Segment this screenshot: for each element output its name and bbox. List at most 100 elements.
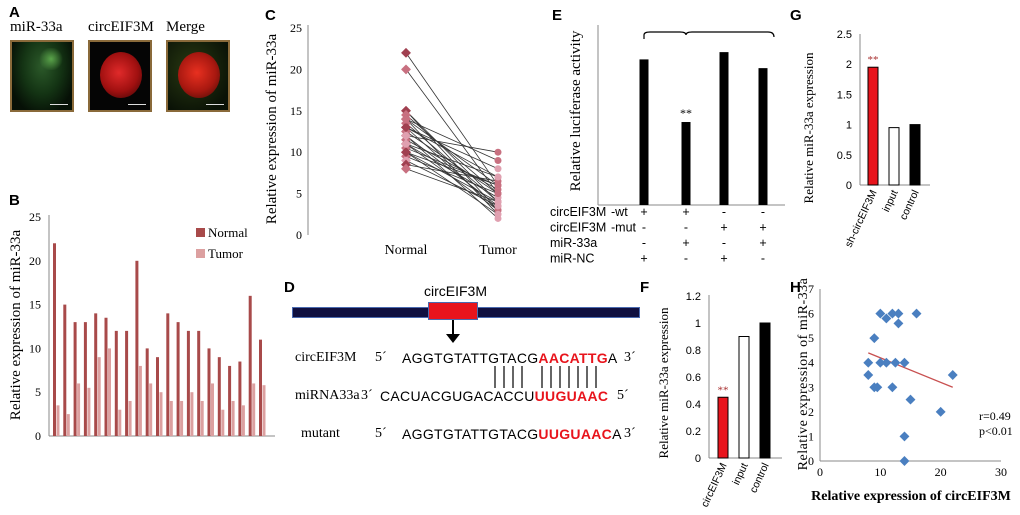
legend-normal-swatch	[196, 228, 205, 237]
chart-h: Relative expression of miR-33a Relative …	[796, 278, 1013, 504]
chart-b-bar-tumor	[241, 405, 245, 436]
chart-h-ytick: 3	[808, 380, 814, 394]
chart-e-condition-suffix: -wt	[611, 205, 628, 219]
legend-tumor-swatch	[196, 249, 205, 258]
chart-h-ytick: 2	[808, 405, 814, 419]
seq-black: AGGTGTATTGTACG	[402, 426, 539, 442]
chart-b-bar-normal	[104, 317, 108, 436]
chart-c-pair-line	[405, 118, 499, 161]
chart-b-bar-normal	[248, 295, 252, 436]
chart-b-bar-tumor	[180, 400, 184, 436]
chart-c-pair-line	[405, 131, 499, 194]
seq-name: circEIF3M	[295, 350, 357, 365]
chart-b-ytick: 20	[29, 254, 41, 268]
chart-c-pair-line	[405, 139, 499, 190]
chart-f-category: input	[730, 461, 751, 487]
chart-c-pair-line	[405, 151, 499, 186]
chart-e-bar	[639, 59, 649, 206]
chart-c-pair-line	[405, 143, 499, 199]
chart-e-bar	[758, 68, 768, 205]
seq-text: AGGTGTATTGTACGUUGUAACA	[402, 426, 622, 442]
chart-c-point-tumor	[494, 198, 502, 206]
panel-label-a: A	[9, 4, 20, 21]
chart-g-bar	[888, 127, 900, 186]
base-pair-lines	[494, 366, 597, 388]
chart-f-ytick: 0.8	[686, 345, 701, 357]
seq-black: CACUACGUGACACCU	[380, 388, 535, 404]
arrow-shaft	[452, 320, 454, 337]
chart-b-bar-tumor	[190, 392, 194, 436]
chart-b-bar-tumor	[87, 387, 91, 436]
gene-label: circEIF3M	[424, 283, 487, 299]
chart-e-significance: **	[680, 106, 692, 120]
chart-e-condition-mark: -	[761, 205, 765, 219]
micrograph-mir33a	[10, 40, 74, 112]
arrow-down-icon	[446, 334, 460, 343]
chart-c-point-tumor	[494, 181, 502, 189]
seq-red: UUGUAAC	[534, 388, 609, 404]
chart-b: Relative expression of miR-33a 0 5 10 15 20 2…	[8, 210, 275, 443]
chart-b-bar-normal	[176, 322, 180, 436]
chart-c-pair-line	[405, 168, 499, 203]
chart-c-ytick: 20	[290, 62, 302, 76]
seq-prime: 3´	[361, 388, 373, 403]
chart-g-bar	[867, 66, 879, 186]
chart-f-ytick: 0.2	[686, 426, 701, 438]
chart-b-bar-normal	[83, 322, 87, 436]
seq-black: AGGTGTATTGTACG	[402, 350, 539, 366]
chart-b-bar-tumor	[66, 414, 70, 436]
chart-c-category-tumor: Tumor	[479, 243, 517, 258]
chart-f-significance: **	[718, 384, 729, 396]
chart-b-bar-normal	[238, 361, 242, 436]
chart-c-pair-line	[405, 143, 499, 178]
chart-g-ytick: 2.5	[837, 29, 852, 41]
chart-b-bar-normal	[114, 330, 118, 436]
chart-c-point-normal	[401, 163, 411, 174]
chart-b-bar-normal	[228, 365, 232, 436]
chart-b-bar-tumor	[77, 383, 81, 436]
seq-text: CACUACGUGACACCUUUGUAAC	[380, 388, 608, 404]
chart-b-bar-normal	[73, 322, 77, 436]
chart-f-bar	[717, 396, 729, 459]
chart-b-bar-normal	[217, 357, 221, 436]
chart-b-bar-normal	[197, 330, 201, 436]
seq-text: AGGTGTATTGTACGAACATTGA	[402, 350, 618, 366]
chart-b-bar-tumor	[159, 392, 163, 436]
chart-e: Relative luciferase activity ** circEIF3…	[550, 25, 785, 266]
chart-b-bar-tumor	[262, 385, 266, 436]
chart-b-bar-normal	[259, 339, 262, 436]
chart-c-pair-line	[405, 147, 499, 186]
chart-c-ytick: 15	[290, 104, 302, 118]
chart-e-condition-mark: -	[722, 205, 726, 219]
chart-e-condition-mark: +	[682, 236, 689, 250]
seq-row-circeif3m: circEIF3M	[295, 350, 356, 366]
chart-h-point	[935, 406, 946, 417]
chart-h-point	[893, 318, 904, 329]
chart-c-pair-line	[405, 160, 499, 207]
chart-b-bar-normal	[156, 357, 159, 436]
chart-b-ytick: 25	[29, 210, 41, 224]
chart-b-bar-tumor	[221, 409, 225, 436]
chart-e-bar	[719, 52, 729, 206]
chart-c-point-tumor	[494, 173, 502, 181]
chart-b-bar-normal	[145, 348, 149, 436]
chart-c-ytick: 25	[290, 21, 302, 35]
chart-g-ytick: 1	[846, 120, 852, 132]
chart-f-ytick: 0.6	[686, 372, 701, 384]
chart-c-pair-line	[405, 69, 499, 194]
chart-b-bar-normal	[186, 330, 190, 436]
chart-b-bar-normal	[135, 260, 139, 436]
chart-b-bar-normal	[63, 304, 67, 436]
chart-b-bar-normal	[166, 313, 170, 436]
chart-g-ylabel: Relative miR-33a expression	[801, 52, 816, 203]
chart-f-ylabel: Relative miR-33a expression	[656, 307, 671, 458]
seq-prime: 5´	[375, 426, 387, 441]
chart-b-bar-tumor	[108, 348, 111, 436]
chart-f: Relative miR-33a expression 0 0.2 0.4 0.6 0.…	[656, 291, 782, 509]
chart-h-point	[899, 456, 910, 466]
chart-h-point	[911, 308, 922, 319]
chart-b-bar-normal	[125, 330, 129, 436]
chart-b-bar-normal	[53, 243, 56, 436]
chart-c-point-tumor	[494, 156, 502, 164]
chart-h-xtick: 10	[874, 465, 886, 479]
